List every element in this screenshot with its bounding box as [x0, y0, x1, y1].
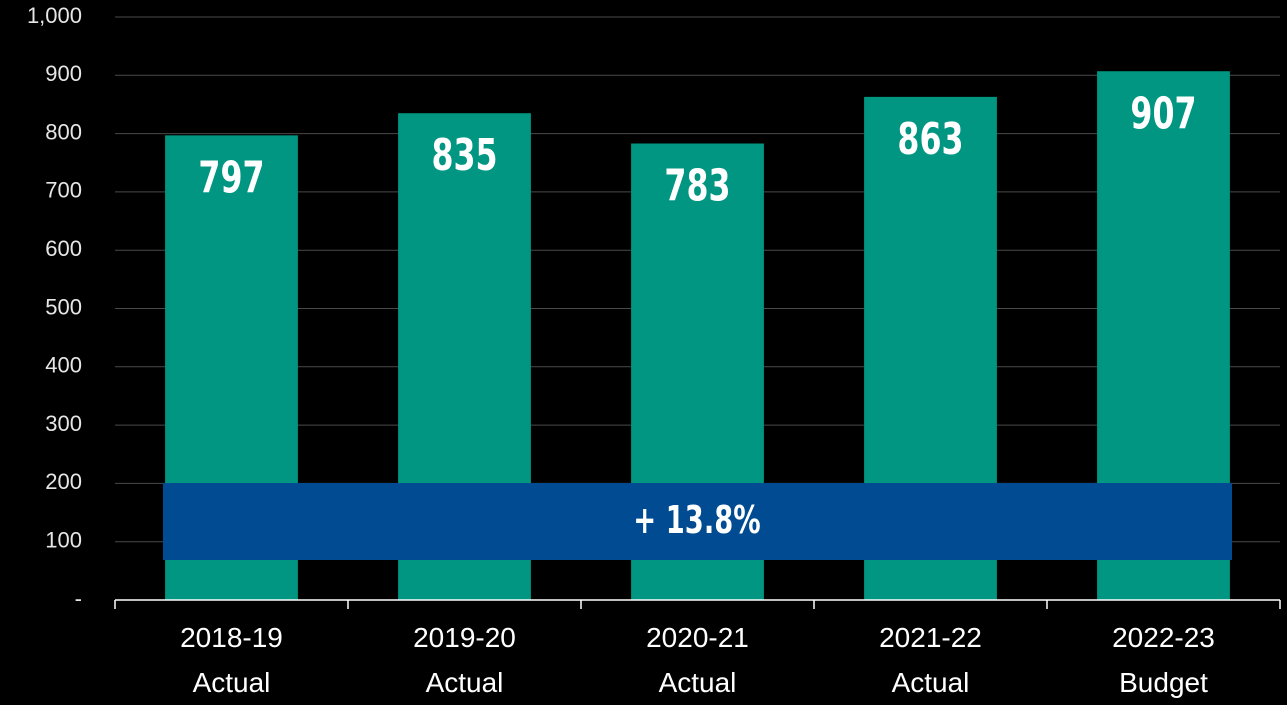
x-tick-label: 2018-19 Actual [180, 622, 283, 698]
annotation-box [163, 483, 1232, 560]
y-tick-label: 800 [45, 119, 82, 144]
x-tick-label: 2021-22 Actual [879, 622, 982, 698]
annotation: + 13.8% [633, 497, 760, 542]
x-tick-label: 2019-20 Actual [413, 622, 516, 698]
y-tick-label: 300 [45, 411, 82, 436]
value-label: 863 [897, 114, 963, 166]
x-tick-label: 2020-21 Actual [646, 622, 749, 698]
y-tick-label: 900 [45, 61, 82, 86]
y-tick-label: 200 [45, 469, 82, 494]
y-tick-label: 500 [45, 294, 82, 319]
y-tick-label: 700 [45, 178, 82, 203]
y-tick-label: 400 [45, 353, 82, 378]
value-label: 783 [664, 160, 730, 212]
x-tick-label: 2022-23 Budget [1112, 622, 1215, 698]
value-label: 797 [198, 152, 264, 204]
y-tick-label: 100 [45, 528, 82, 553]
value-label: 835 [431, 130, 497, 182]
y-tick-label: 1,000 [27, 3, 82, 28]
y-tick-label: 600 [45, 236, 82, 261]
value-label: 907 [1130, 88, 1196, 140]
y-tick-label: - [75, 586, 82, 611]
